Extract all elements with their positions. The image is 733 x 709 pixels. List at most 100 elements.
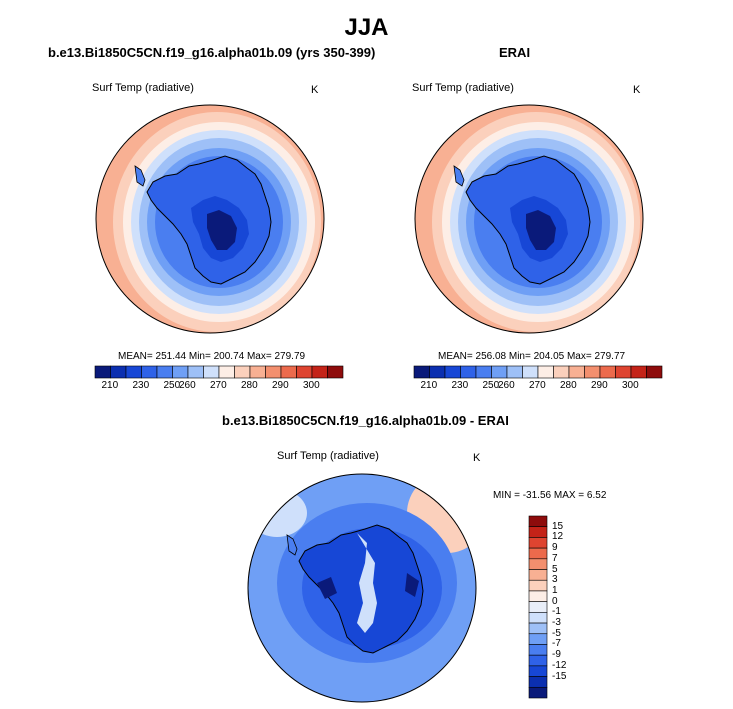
colorbar-swatch [522,365,539,379]
panel3-colorbar [528,515,548,699]
colorbar-swatch [615,365,632,379]
peninsula-coastline [286,534,298,556]
colorbar-tick-label: -7 [552,638,561,650]
panel3-stats: MIN = -31.56 MAX = 6.52 [493,490,607,501]
colorbar-swatch [203,365,220,379]
colorbar-tick-label: 290 [272,380,289,391]
panel2-title: ERAI [499,45,531,60]
colorbar-tick-label: -1 [552,606,561,618]
colorbar-swatch [187,365,204,379]
colorbar-swatch [537,365,554,379]
colorbar-swatch [630,365,647,379]
colorbar-swatch [444,365,461,379]
colorbar-tick-label: 1 [552,584,558,596]
colorbar-swatch [296,365,313,379]
colorbar-swatch [249,365,266,379]
colorbar-swatch [528,547,548,560]
colorbar-tick-label: 270 [210,380,227,391]
difference-contour [357,533,377,633]
colorbar-tick-label: 230 [132,380,150,391]
colorbar-swatch [528,515,548,528]
map-boundary [95,104,325,334]
peninsula-coastline [134,165,146,187]
panel3-variable-label: Surf Temp (radiative) [277,450,379,462]
colorbar-tick-label: 290 [591,380,608,391]
colorbar-tick-label: 210 [101,380,119,391]
colorbar-swatch [156,365,173,379]
colorbar-tick-label: 230 [451,380,469,391]
colorbar-swatch [553,365,570,379]
colorbar-swatch [528,590,548,602]
colorbar-swatch [125,365,142,379]
colorbar-tick-label: 300 [622,380,639,391]
colorbar-tick-label: -15 [552,670,567,682]
colorbar-swatch [584,365,601,379]
colorbar-swatch [460,365,477,379]
colorbar-swatch [528,633,548,645]
colorbar-swatch [528,686,548,699]
colorbar-swatch [218,365,235,379]
colorbar-swatch [528,612,548,624]
colorbar-swatch [110,365,127,379]
colorbar-swatch [265,365,282,379]
colorbar-swatch [94,365,111,379]
panel3-polar-map [247,473,477,703]
colorbar-tick-label: 15 [552,520,564,532]
colorbar-swatch [280,365,297,379]
colorbar-swatch [599,365,616,379]
peninsula-coastline [453,165,465,187]
colorbar-swatch [327,365,344,379]
colorbar-swatch [491,365,508,379]
colorbar-swatch [528,579,548,592]
colorbar-tick-label: 300 [303,380,320,391]
colorbar-swatch [234,365,251,379]
colorbar-tick-label: 260 [179,380,196,391]
panel2-colorbar-ticks: 210 230 250 260 270 280 290 300 [414,380,662,394]
colorbar-swatch [528,558,548,570]
colorbar-swatch [413,365,430,379]
colorbar-tick-label: 250 [482,380,500,391]
colorbar-tick-label: 250 [163,380,181,391]
colorbar-swatch [172,365,189,379]
difference-contour [248,489,307,537]
colorbar-swatch [311,365,328,379]
panel1-stats: MEAN= 251.44 Min= 200.74 Max= 279.79 [118,351,306,362]
panel3-title: b.e13.Bi1850C5CN.f19_g16.alpha01b.09 - E… [222,413,509,428]
panel2-variable-label: Surf Temp (radiative) [412,82,514,94]
colorbar-tick-label: 3 [552,574,558,586]
panel3-colorbar-ticks: 15 12 9 7 5 3 1 0 -1 -3 -5 -7 -9 -12 -15 [552,516,582,698]
colorbar-swatch [475,365,492,379]
colorbar-swatch [528,601,548,613]
panel1-title: b.e13.Bi1850C5CN.f19_g16.alpha01b.09 (yr… [48,45,376,60]
colorbar-tick-label: -12 [552,659,567,671]
panel1-colorbar [94,365,344,379]
colorbar-tick-label: 7 [552,552,558,564]
colorbar-swatch [528,676,548,688]
map-boundary [414,104,644,334]
panel2-stats: MEAN= 256.08 Min= 204.05 Max= 279.77 [438,351,626,362]
colorbar-swatch [528,537,548,549]
colorbar-tick-label: -5 [552,627,561,639]
figure-title: JJA [344,14,389,41]
colorbar-tick-label: 12 [552,531,564,543]
panel1-variable-label: Surf Temp (radiative) [92,82,194,94]
colorbar-tick-label: 210 [420,380,438,391]
colorbar-swatch [429,365,446,379]
colorbar-tick-label: 270 [529,380,546,391]
panel2-colorbar [413,365,663,379]
colorbar-tick-label: 260 [498,380,515,391]
colorbar-swatch [528,644,548,656]
colorbar-tick-label: 0 [552,595,558,607]
colorbar-tick-label: -9 [552,649,561,661]
colorbar-tick-label: 9 [552,542,558,554]
colorbar-swatch [506,365,523,379]
difference-contour [317,577,337,599]
panel1-polar-map [95,104,325,334]
colorbar-swatch [141,365,158,379]
panel1-units-label: K [311,84,319,96]
colorbar-tick-label: 5 [552,563,558,575]
panel1-colorbar-ticks: 210 230 250 260 270 280 290 300 [95,380,343,394]
colorbar-tick-label: -3 [552,617,561,629]
colorbar-swatch [646,365,663,379]
colorbar-swatch [528,569,548,581]
